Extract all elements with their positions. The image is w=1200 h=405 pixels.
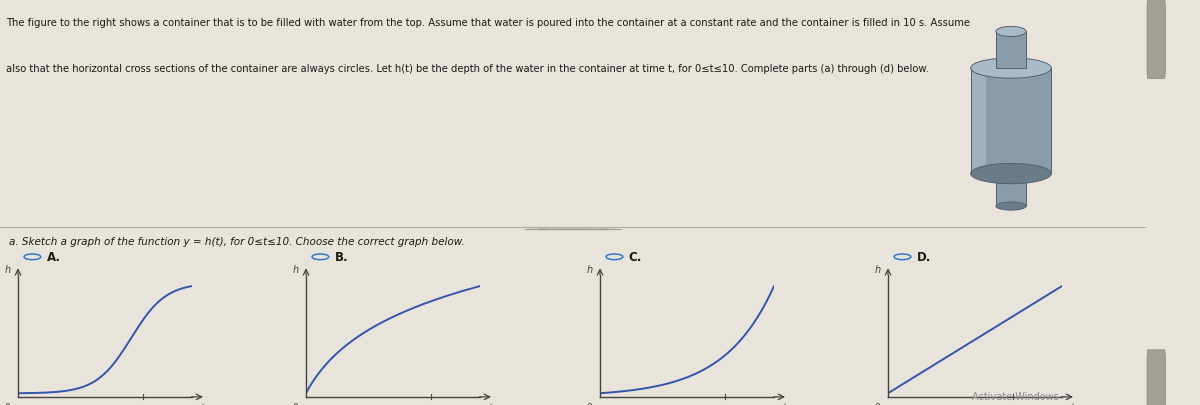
Text: 0: 0	[293, 402, 299, 405]
Text: 0: 0	[587, 402, 593, 405]
Polygon shape	[996, 174, 1026, 207]
Circle shape	[527, 229, 619, 230]
Polygon shape	[972, 73, 986, 170]
Text: t: t	[1070, 402, 1074, 405]
Ellipse shape	[971, 164, 1051, 184]
Text: B.: B.	[335, 251, 348, 264]
Ellipse shape	[996, 169, 1026, 179]
Text: also that the horizontal cross sections of the container are always circles. Let: also that the horizontal cross sections …	[6, 64, 929, 73]
Text: 0: 0	[875, 402, 881, 405]
FancyBboxPatch shape	[1147, 350, 1165, 405]
Polygon shape	[971, 69, 1051, 174]
Text: 0: 0	[5, 402, 11, 405]
Text: t: t	[782, 402, 786, 405]
Text: t: t	[200, 402, 204, 405]
Text: h: h	[587, 264, 593, 274]
Text: t: t	[488, 402, 492, 405]
Text: C.: C.	[629, 251, 642, 264]
Ellipse shape	[971, 59, 1051, 79]
Text: Activate Windows: Activate Windows	[972, 391, 1058, 401]
Ellipse shape	[996, 27, 1026, 37]
Text: A.: A.	[47, 251, 61, 264]
Polygon shape	[996, 32, 1026, 69]
FancyBboxPatch shape	[1147, 0, 1165, 79]
Ellipse shape	[996, 202, 1026, 211]
Text: D.: D.	[917, 251, 931, 264]
Text: h: h	[5, 264, 11, 274]
Text: h: h	[293, 264, 299, 274]
Text: a. Sketch a graph of the function y = h(t), for 0≤t≤10. Choose the correct graph: a. Sketch a graph of the function y = h(…	[10, 236, 466, 246]
Text: The figure to the right shows a container that is to be filled with water from t: The figure to the right shows a containe…	[6, 18, 970, 28]
Text: h: h	[875, 264, 881, 274]
